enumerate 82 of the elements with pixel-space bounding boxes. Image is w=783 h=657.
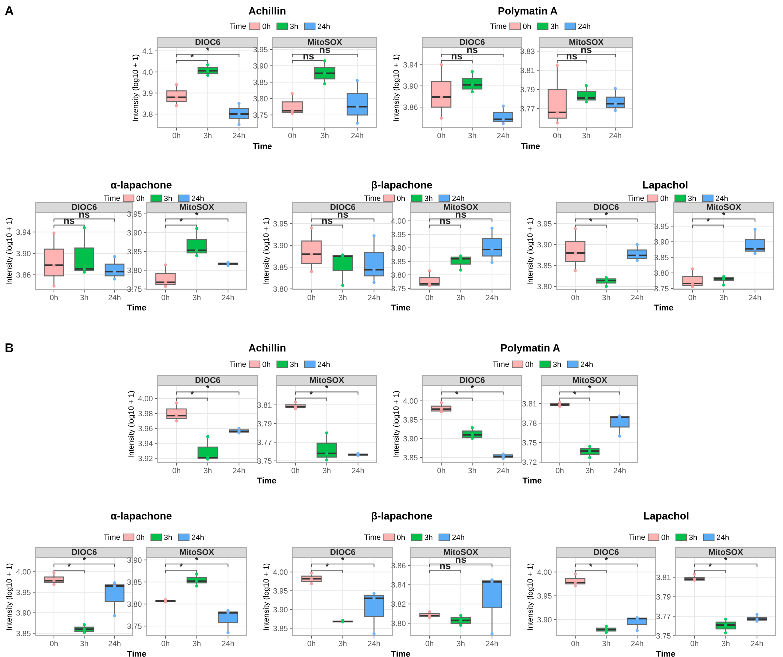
annotation: ns	[64, 218, 75, 224]
chart-title: MitoSOX	[570, 39, 604, 46]
x-axis-title: Time	[656, 650, 676, 657]
annotation: *	[589, 564, 593, 567]
annotation: *	[708, 564, 712, 567]
annotation: ns	[304, 54, 314, 60]
x-axis-title: Time	[127, 650, 146, 657]
chart-title: MitoSOX	[444, 204, 478, 210]
annotation: *	[722, 212, 726, 216]
annotation: *	[310, 392, 313, 395]
annotation: ns	[338, 212, 348, 218]
annotation: ns	[440, 564, 451, 570]
chart-subtitle: Polymatin A	[501, 344, 560, 354]
text: B	[6, 344, 14, 352]
chart-title: DIOC6	[72, 549, 97, 556]
chart-title: DIOC6	[196, 377, 220, 384]
text: A	[5, 6, 14, 16]
chart-title: DIOC6	[330, 549, 356, 556]
annotation: *	[180, 564, 183, 567]
annotation: *	[206, 385, 210, 389]
annotation: *	[589, 218, 593, 222]
annotation: *	[588, 385, 592, 389]
annotation: *	[341, 558, 345, 561]
chart-title: MitoSOX	[709, 549, 744, 556]
x-axis-title: Time	[521, 143, 540, 150]
annotation: ns	[566, 54, 578, 60]
annotation: *	[195, 212, 199, 216]
x-axis-title: Time	[391, 304, 410, 311]
chart-title: MitoSOX	[707, 204, 742, 210]
chart-subtitle: α-lapachone	[111, 181, 172, 191]
annotation: *	[604, 558, 608, 561]
annotation: ns	[467, 48, 478, 54]
chart-subtitle: α-lapachone	[111, 512, 172, 522]
x-axis-title: Time	[127, 304, 146, 311]
chart-subtitle: Achillin	[248, 344, 286, 352]
chart-subtitle: β-lapachone	[372, 512, 432, 522]
chart-subtitle: Lapachol	[644, 512, 689, 522]
annotation: *	[604, 212, 608, 216]
annotation: *	[206, 48, 210, 51]
chart-title: MitoSOX	[444, 549, 478, 556]
annotation: ns	[320, 48, 330, 54]
annotation: *	[190, 54, 194, 58]
annotation: ns	[452, 54, 462, 60]
chart-subtitle: Polymatin A	[498, 7, 558, 17]
chart-title: DIOC6	[460, 39, 485, 46]
annotation: ns	[456, 212, 466, 218]
chart-title: DIOC6	[196, 39, 220, 46]
x-axis-title: Time	[654, 304, 674, 311]
annotation: ns	[79, 212, 90, 218]
chart-title: MitoSOX	[180, 204, 214, 210]
chart-subtitle: β-lapachone	[372, 181, 432, 191]
annotation: *	[180, 218, 183, 222]
chart-subtitle: Achillin	[248, 7, 286, 15]
annotation: *	[326, 564, 329, 567]
annotation: ns	[581, 48, 592, 54]
x-axis-title: Time	[391, 650, 410, 657]
annotation: *	[82, 558, 86, 561]
annotation: *	[724, 558, 728, 561]
annotation: *	[325, 385, 329, 389]
x-axis-title: Time	[253, 143, 272, 150]
annotation: ns	[322, 218, 333, 224]
chart-title: DIOC6	[460, 377, 485, 384]
chart-title: DIOC6	[72, 204, 97, 210]
annotation: *	[455, 392, 459, 395]
x-axis-title: Time	[257, 478, 276, 484]
chart-title: MitoSOX	[573, 377, 608, 384]
chart-title: MitoSOX	[308, 39, 342, 46]
chart-title: DIOC6	[594, 204, 619, 210]
chart-title: DIOC6	[594, 549, 619, 556]
annotation: *	[195, 558, 199, 561]
annotation: ns	[456, 558, 466, 564]
annotation: ns	[440, 218, 451, 224]
annotation: *	[470, 385, 474, 389]
annotation: *	[190, 392, 194, 395]
annotation: *	[706, 218, 710, 222]
annotation: *	[573, 392, 577, 395]
chart-title: MitoSOX	[180, 549, 214, 556]
annotation: *	[68, 564, 71, 567]
x-axis-title: Time	[522, 478, 542, 484]
chart-title: MitoSOX	[310, 377, 344, 384]
chart-title: DIOC6	[330, 204, 356, 210]
chart-subtitle: Lapachol	[643, 181, 688, 191]
